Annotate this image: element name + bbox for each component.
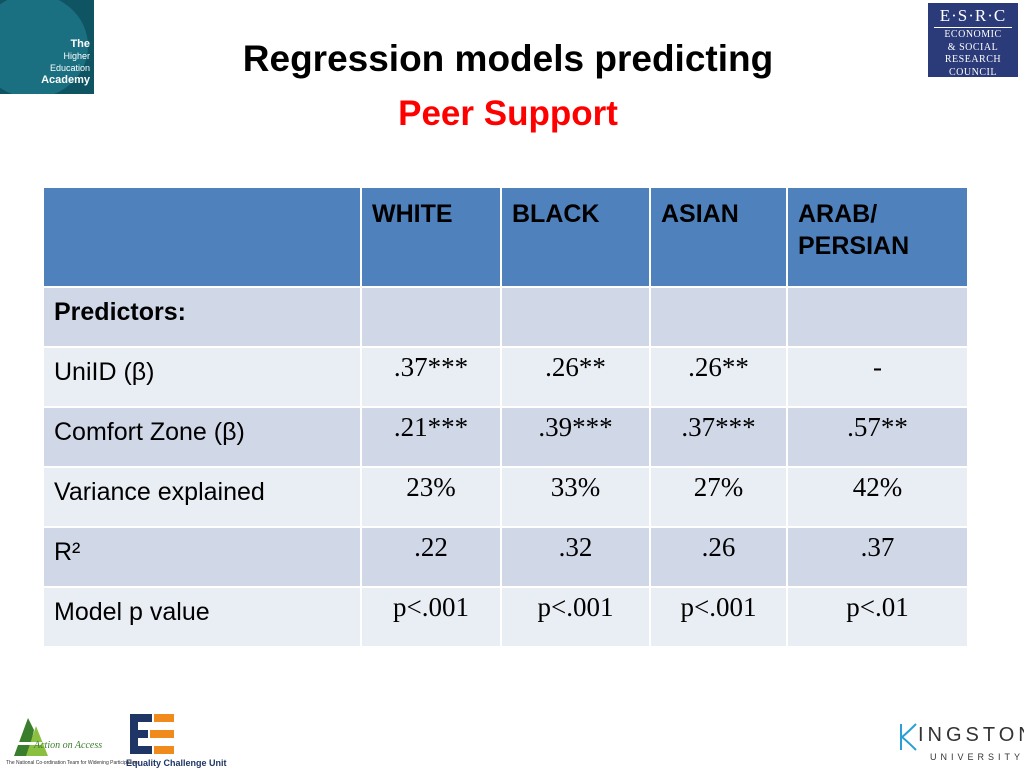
table-row: Model p value p<.001 p<.001 p<.001 p<.01 xyxy=(42,586,969,648)
esrc-logo-line-1: ECONOMIC xyxy=(944,29,1002,40)
row-label: R² xyxy=(42,526,362,588)
table-header-row: WHITE BLACK ASIAN ARAB/ PERSIAN xyxy=(42,186,969,288)
table-row: Predictors: xyxy=(42,286,969,348)
kingston-name: INGSTON xyxy=(918,724,1024,746)
kingston-k-icon xyxy=(900,723,917,751)
table-cell: .32 xyxy=(500,526,651,588)
esrc-logo-acronym: E·S·R·C xyxy=(934,6,1012,28)
table-cell: 42% xyxy=(786,466,969,528)
hea-logo-circle xyxy=(0,0,88,94)
hea-logo-line-4: Academy xyxy=(41,74,90,86)
higher-education-academy-logo: The Higher Education Academy xyxy=(0,0,94,94)
header-cell-asian: ASIAN xyxy=(649,186,788,288)
table-cell: 27% xyxy=(649,466,788,528)
table-cell: .22 xyxy=(360,526,502,588)
row-label: Variance explained xyxy=(42,466,362,528)
esrc-logo-line-3: RESEARCH xyxy=(944,54,1002,65)
ecu-mark-icon xyxy=(130,714,174,754)
hea-logo-line-3: Education xyxy=(49,63,90,73)
table-cell: p<.001 xyxy=(649,586,788,648)
equality-challenge-unit-logo: Equality Challenge Unit xyxy=(126,712,227,768)
action-on-access-mark-icon xyxy=(14,718,48,756)
action-on-access-logo: Action on Access The National Co-ordinat… xyxy=(4,712,138,768)
table-cell: .26** xyxy=(649,346,788,408)
table-cell: .57** xyxy=(786,406,969,468)
table-cell: p<.001 xyxy=(360,586,502,648)
table-cell: .21*** xyxy=(360,406,502,468)
header-cell-arab-persian: ARAB/ PERSIAN xyxy=(786,186,969,288)
esrc-logo: E·S·R·C ECONOMIC & SOCIAL RESEARCH COUNC… xyxy=(928,3,1018,77)
row-label: Model p value xyxy=(42,586,362,648)
table-cell: 23% xyxy=(360,466,502,528)
hea-logo-text: The Higher Education Academy xyxy=(41,38,90,86)
table-cell: .39*** xyxy=(500,406,651,468)
action-on-access-name: Action on Access xyxy=(34,740,103,751)
row-label: Comfort Zone (β) xyxy=(42,406,362,468)
table-row: Variance explained 23% 33% 27% 42% xyxy=(42,466,969,528)
esrc-logo-line-4: COUNCIL xyxy=(949,66,997,78)
ecu-name: Equality Challenge Unit xyxy=(126,758,227,768)
header-cell-white: WHITE xyxy=(360,186,502,288)
regression-table: WHITE BLACK ASIAN ARAB/ PERSIAN Predicto… xyxy=(42,186,969,648)
row-label: Predictors: xyxy=(42,286,362,348)
table-cell: p<.01 xyxy=(786,586,969,648)
table-row: UniID (β) .37*** .26** .26** - xyxy=(42,346,969,408)
table-cell xyxy=(649,286,788,348)
table-cell xyxy=(500,286,651,348)
table-cell: .37*** xyxy=(649,406,788,468)
kingston-university-logo: INGSTON UNIVERSITY xyxy=(896,722,1024,766)
table-cell: .37 xyxy=(786,526,969,588)
table-cell: .37*** xyxy=(360,346,502,408)
table-cell: .26 xyxy=(649,526,788,588)
slide-title: Regression models predicting xyxy=(242,38,774,79)
table-cell: - xyxy=(786,346,969,408)
table-row: Comfort Zone (β) .21*** .39*** .37*** .5… xyxy=(42,406,969,468)
slide-subtitle: Peer Support xyxy=(398,94,618,133)
table-cell: 33% xyxy=(500,466,651,528)
table-row: R² .22 .32 .26 .37 xyxy=(42,526,969,588)
table-cell xyxy=(360,286,502,348)
header-cell-empty xyxy=(42,186,362,288)
header-cell-black: BLACK xyxy=(500,186,651,288)
kingston-university-label: UNIVERSITY xyxy=(930,752,1024,762)
table-cell: p<.001 xyxy=(500,586,651,648)
table-cell xyxy=(786,286,969,348)
table-cell: .26** xyxy=(500,346,651,408)
row-label: UniID (β) xyxy=(42,346,362,408)
hea-logo-line-2: Higher xyxy=(63,51,90,61)
hea-logo-line-1: The xyxy=(70,38,90,50)
esrc-logo-line-2: & SOCIAL xyxy=(947,41,999,53)
action-on-access-tagline: The National Co-ordination Team for Wide… xyxy=(6,760,138,766)
